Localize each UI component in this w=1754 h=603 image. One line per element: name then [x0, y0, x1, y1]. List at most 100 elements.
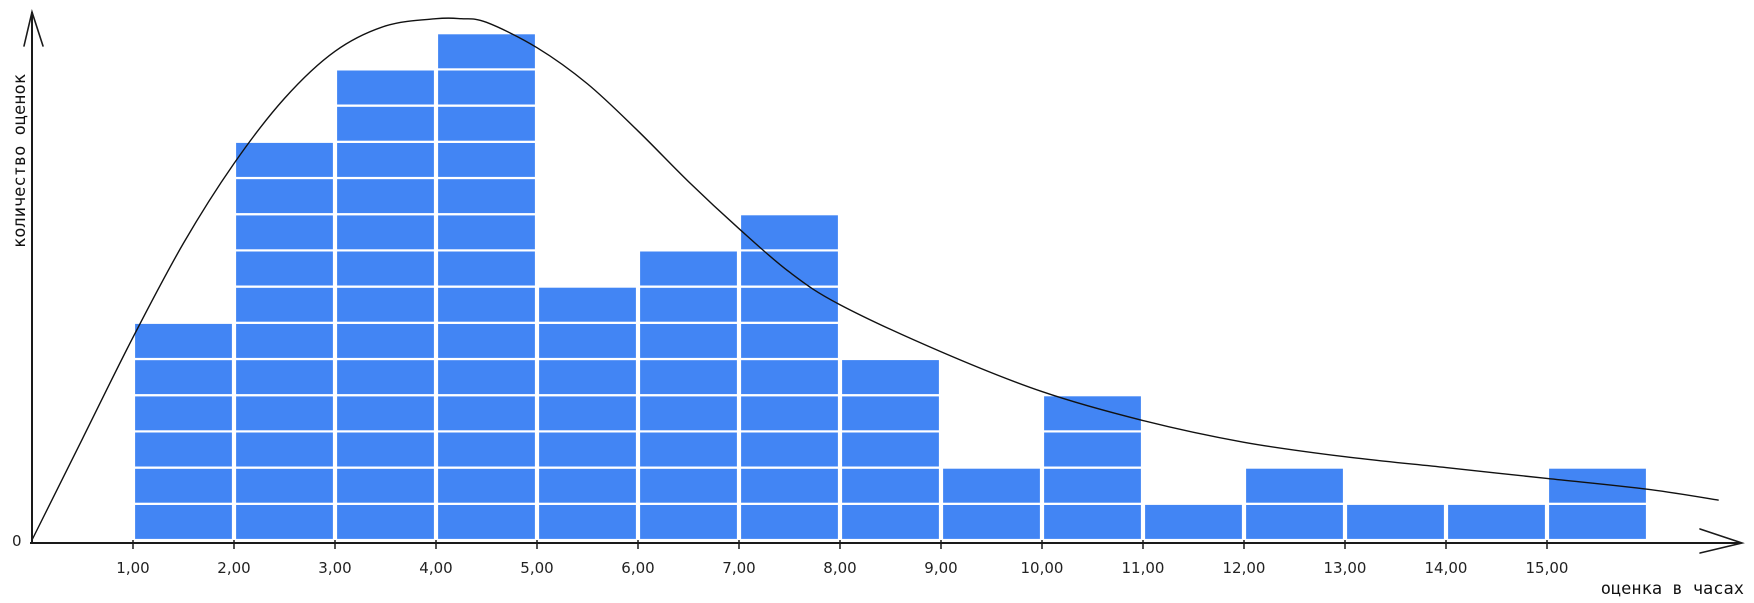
- bar-cell: [536, 430, 639, 469]
- bar-13,00-14,00: [1344, 502, 1447, 542]
- bar-cell: [536, 321, 639, 361]
- x-tick-label: 10,00: [1021, 559, 1064, 577]
- bar-cell: [738, 394, 841, 433]
- x-tick-label: 5,00: [520, 559, 553, 577]
- bar-cell: [334, 466, 437, 505]
- bar-cell: [637, 249, 740, 288]
- bar-cell: [536, 502, 639, 542]
- bar-11,00-12,00: [1142, 502, 1245, 542]
- bar-cell: [435, 466, 538, 505]
- x-tick-label: 2,00: [217, 559, 250, 577]
- bar-cell: [233, 357, 336, 397]
- bar-1,00-2,00: [132, 321, 235, 542]
- bar-cell: [334, 104, 437, 143]
- x-tick-label: 8,00: [823, 559, 856, 577]
- bar-cell: [1142, 502, 1245, 542]
- bar-cell: [233, 249, 336, 288]
- x-axis-arrow: [1699, 528, 1745, 554]
- bar-cell: [233, 394, 336, 433]
- x-tick-label: 15,00: [1526, 559, 1569, 577]
- x-tick-label: 1,00: [116, 559, 149, 577]
- bar-cell: [637, 321, 740, 361]
- bar-cell: [738, 249, 841, 288]
- bar-cell: [233, 466, 336, 505]
- bar-cell: [435, 213, 538, 252]
- bar-cell: [334, 321, 437, 361]
- bar-cell: [839, 502, 942, 542]
- bar-cell: [334, 502, 437, 542]
- x-tick-label: 13,00: [1324, 559, 1367, 577]
- bar-cell: [233, 430, 336, 469]
- x-tick-label: 11,00: [1122, 559, 1165, 577]
- bar-cell: [435, 430, 538, 469]
- bar-cell: [233, 502, 336, 542]
- bar-7,00-8,00: [738, 213, 841, 542]
- bar-cell: [1041, 430, 1144, 469]
- bar-cell: [334, 176, 437, 216]
- y-axis-arrow: [23, 9, 44, 47]
- bar-cell: [536, 394, 639, 433]
- x-tick-label: 3,00: [318, 559, 351, 577]
- bar-cell: [738, 430, 841, 469]
- x-tick-label: 4,00: [419, 559, 452, 577]
- bar-cell: [132, 430, 235, 469]
- bar-cell: [233, 321, 336, 361]
- bar-3,00-4,00: [334, 68, 437, 542]
- bar-cell: [334, 213, 437, 252]
- y-axis-title: количество оценок: [10, 74, 30, 248]
- bar-8,00-9,00: [839, 357, 942, 542]
- bar-cell: [1041, 394, 1144, 433]
- bar-cell: [233, 140, 336, 180]
- bar-cell: [940, 466, 1043, 505]
- bar-cell: [132, 357, 235, 397]
- fitted-curve: [31, 17, 1719, 541]
- x-tick-label: 12,00: [1223, 559, 1266, 577]
- x-tick-label: 6,00: [621, 559, 654, 577]
- bar-cell: [738, 466, 841, 505]
- y-tick-label-zero: 0: [12, 532, 22, 550]
- bar-cell: [435, 249, 538, 288]
- bar-cell: [839, 430, 942, 469]
- bar-cell: [738, 285, 841, 324]
- bar-cell: [233, 176, 336, 216]
- bar-cell: [1546, 502, 1649, 542]
- bar-cell: [435, 357, 538, 397]
- bar-cell: [435, 32, 538, 71]
- bars-layer: [132, 32, 1649, 542]
- bar-cell: [435, 140, 538, 180]
- bar-cell: [435, 394, 538, 433]
- bar-cell: [1344, 502, 1447, 542]
- bar-cell: [738, 213, 841, 252]
- bar-cell: [536, 357, 639, 397]
- bar-cell: [1243, 466, 1346, 505]
- bar-cell: [839, 466, 942, 505]
- bar-cell: [637, 502, 740, 542]
- bar-cell: [334, 357, 437, 397]
- bar-cell: [334, 140, 437, 180]
- bar-cell: [132, 466, 235, 505]
- x-tick-label: 7,00: [722, 559, 755, 577]
- bar-5,00-6,00: [536, 285, 639, 542]
- bar-cell: [1546, 466, 1649, 505]
- bar-cell: [637, 430, 740, 469]
- bar-10,00-11,00: [1041, 394, 1144, 542]
- axes-layer: [23, 9, 1745, 554]
- bar-cell: [536, 285, 639, 324]
- bar-cell: [435, 104, 538, 143]
- bar-cell: [132, 502, 235, 542]
- ticks-layer: 1,00 2,00 3,00 4,00 5,00 6,00 7,00 8,00 9,00 10,0…: [116, 540, 1568, 577]
- bar-14,00-15,00: [1445, 502, 1548, 542]
- bar-cell: [738, 321, 841, 361]
- bar-cell: [334, 249, 437, 288]
- bar-6,00-7,00: [637, 249, 740, 542]
- bar-12,00-13,00: [1243, 466, 1346, 542]
- bar-cell: [132, 321, 235, 361]
- bar-9,00-10,00: [940, 466, 1043, 542]
- bar-cell: [435, 285, 538, 324]
- bar-cell: [738, 502, 841, 542]
- bar-2,00-3,00: [233, 140, 336, 542]
- bar-cell: [435, 68, 538, 107]
- bar-cell: [839, 357, 942, 397]
- bar-cell: [1041, 502, 1144, 542]
